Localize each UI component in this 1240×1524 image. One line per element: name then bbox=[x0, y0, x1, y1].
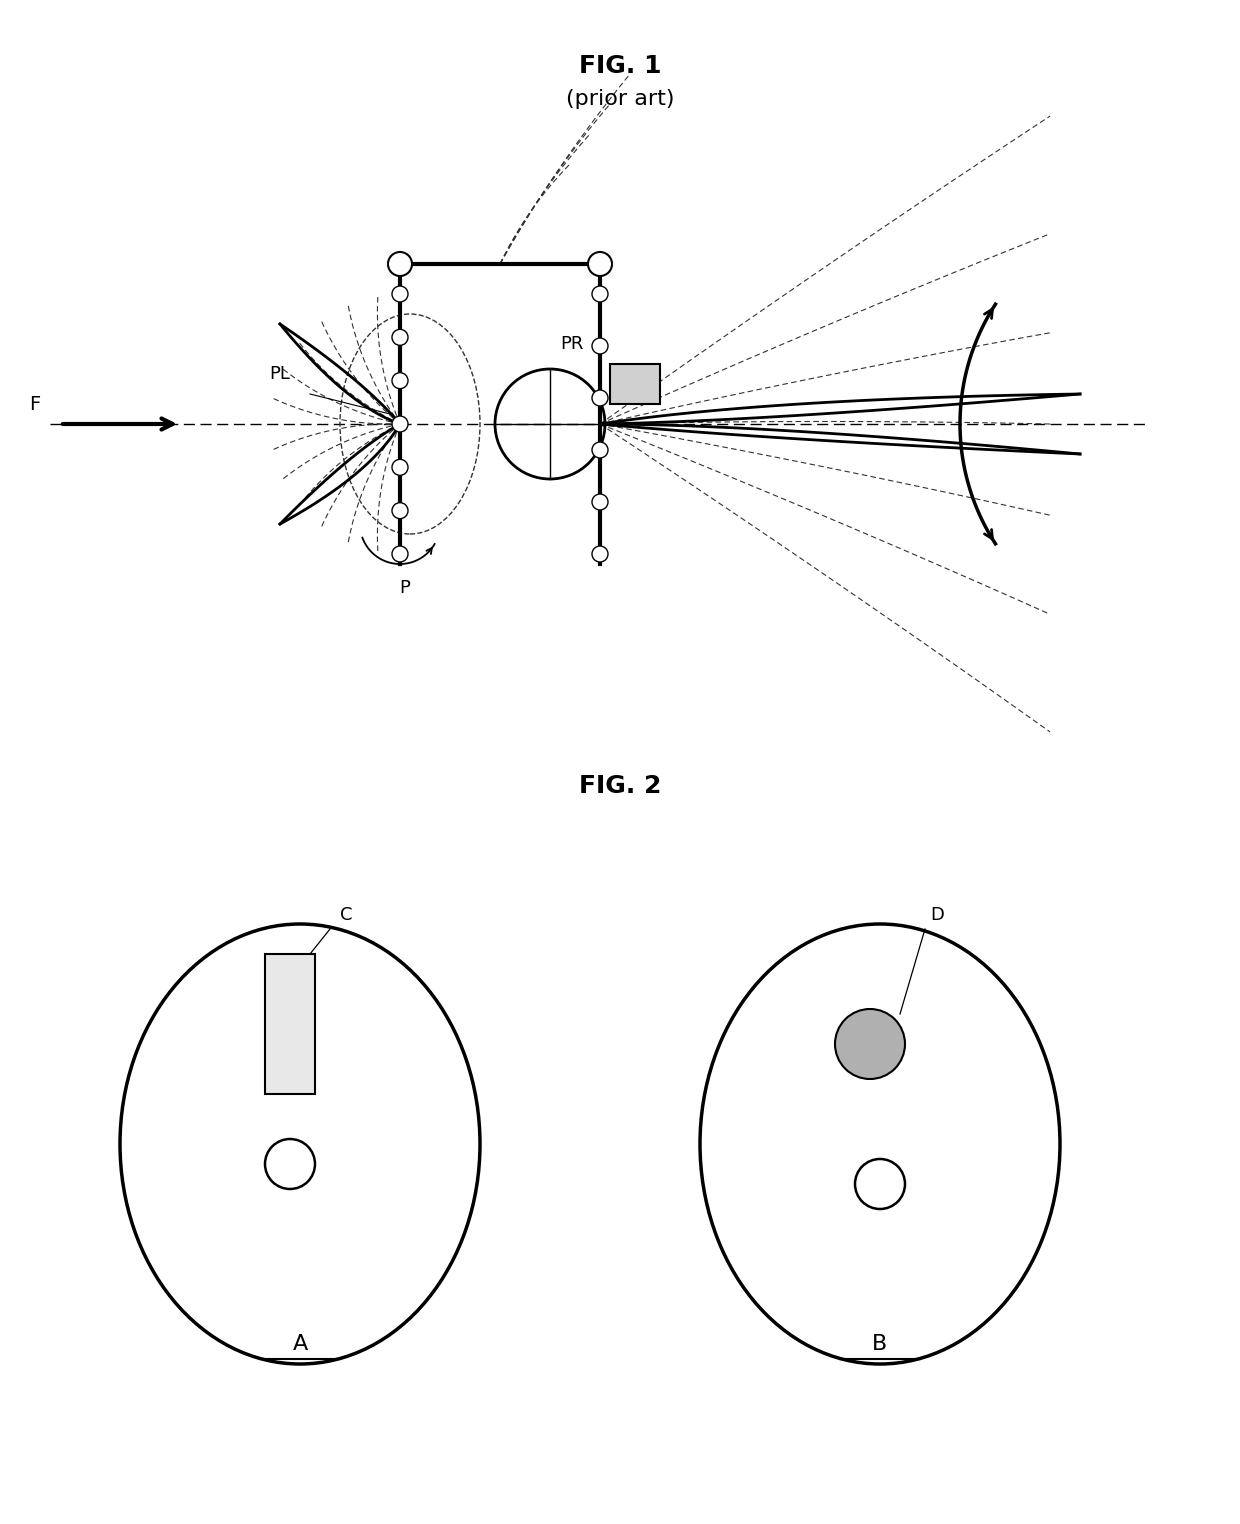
Text: (prior art): (prior art) bbox=[565, 88, 675, 110]
Circle shape bbox=[392, 546, 408, 562]
Text: FIG. 1: FIG. 1 bbox=[579, 53, 661, 78]
Text: PL: PL bbox=[269, 366, 290, 383]
Circle shape bbox=[588, 251, 613, 276]
Circle shape bbox=[591, 494, 608, 511]
Text: B: B bbox=[873, 1334, 888, 1353]
Text: PR: PR bbox=[560, 335, 583, 354]
Circle shape bbox=[591, 287, 608, 302]
Text: FIG. 2: FIG. 2 bbox=[579, 774, 661, 799]
Circle shape bbox=[392, 287, 408, 302]
Circle shape bbox=[392, 329, 408, 346]
Text: F: F bbox=[29, 395, 40, 415]
Text: A: A bbox=[293, 1334, 308, 1353]
Circle shape bbox=[835, 1009, 905, 1079]
Circle shape bbox=[388, 251, 412, 276]
Circle shape bbox=[392, 459, 408, 475]
Circle shape bbox=[392, 503, 408, 518]
Circle shape bbox=[591, 338, 608, 354]
Circle shape bbox=[591, 546, 608, 562]
Text: P: P bbox=[399, 579, 410, 597]
Circle shape bbox=[591, 442, 608, 459]
Circle shape bbox=[591, 390, 608, 405]
Text: D: D bbox=[930, 905, 944, 924]
Text: C: C bbox=[340, 905, 352, 924]
Bar bbox=[610, 364, 660, 404]
Circle shape bbox=[392, 416, 408, 431]
Circle shape bbox=[392, 373, 408, 389]
Bar bbox=[265, 954, 315, 1094]
